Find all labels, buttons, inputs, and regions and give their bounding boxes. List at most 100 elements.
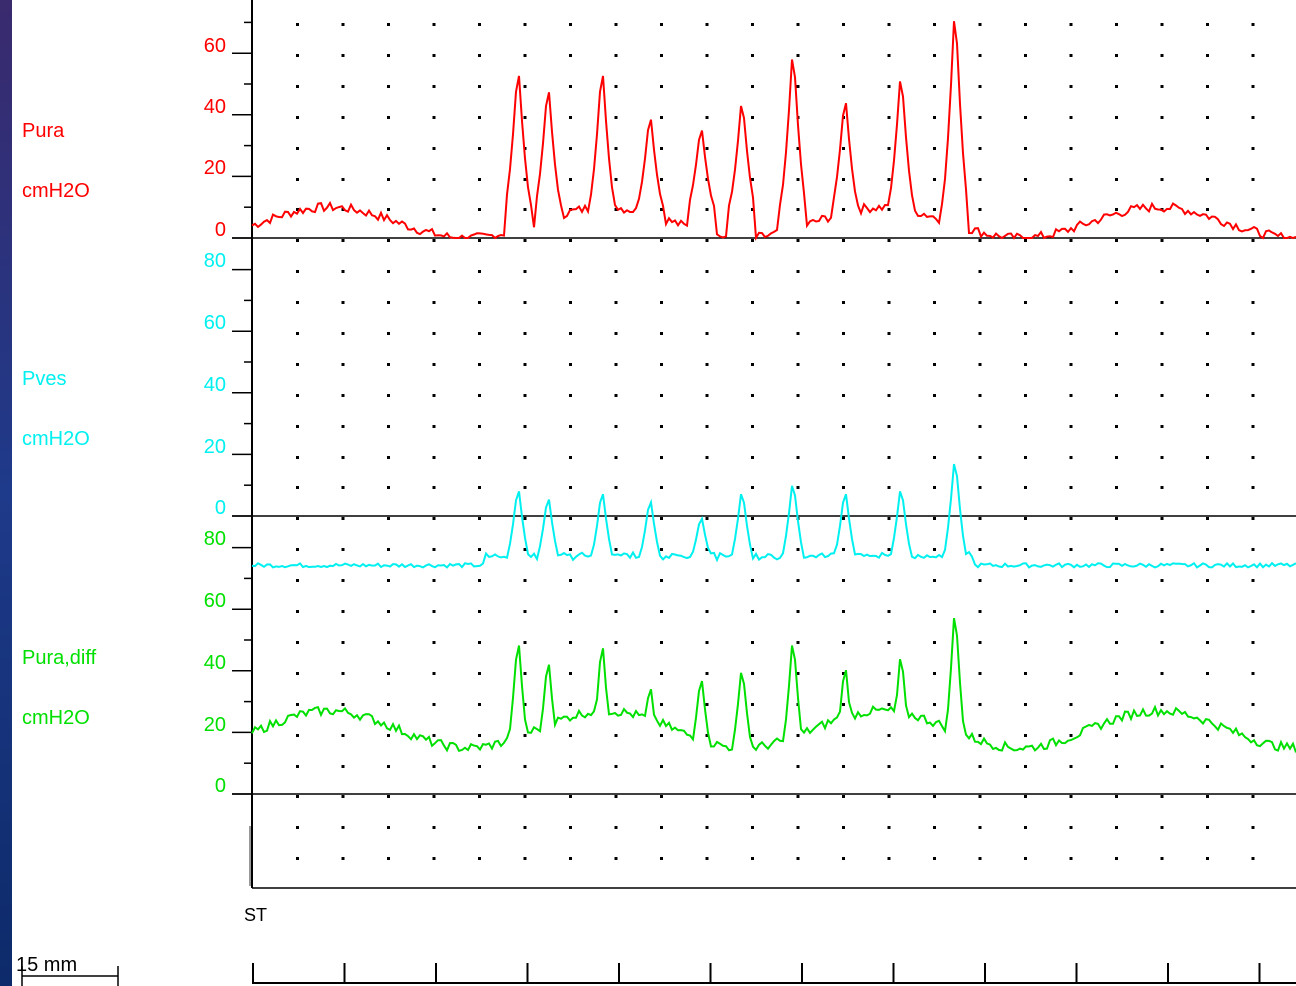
pura-channel-label: Pura cmH2O	[22, 86, 90, 236]
grid-dot	[478, 23, 481, 26]
grid-dot	[751, 239, 754, 242]
scale-bar-label: 15 mm	[16, 954, 78, 976]
grid-dot	[705, 147, 709, 150]
grid-dot	[1069, 147, 1073, 150]
grid-dot	[887, 548, 891, 551]
grid-dot	[296, 456, 299, 459]
grid-dot	[296, 23, 299, 26]
grid-dot	[569, 147, 572, 150]
grid-dot	[842, 23, 845, 26]
grid-dot	[569, 23, 572, 26]
grid-dot	[478, 610, 481, 613]
grid-dot	[478, 486, 481, 489]
grid-dot	[660, 23, 663, 26]
grid-dot	[842, 456, 845, 459]
grid-dot	[842, 857, 845, 860]
grid-dot	[296, 178, 299, 181]
grid-dot	[1206, 486, 1209, 489]
grid-dot	[1160, 734, 1164, 737]
pves-trace-line	[251, 463, 1296, 569]
grid-dot	[660, 116, 663, 119]
grid-dot	[1024, 54, 1027, 57]
y-tick-label-pdiff: 20	[204, 714, 226, 736]
grid-dot	[1024, 734, 1027, 737]
grid-dot	[523, 239, 527, 242]
grid-dot	[296, 641, 299, 644]
grid-dot	[796, 394, 800, 397]
grid-dot	[1206, 54, 1209, 57]
grid-dot	[1024, 610, 1027, 613]
pves-channel-label: Pves cmH2O	[22, 334, 90, 484]
grid-dot	[796, 208, 800, 211]
grid-dot	[933, 178, 936, 181]
grid-dot	[523, 857, 527, 860]
grid-dot	[1024, 456, 1027, 459]
grid-dot	[523, 178, 527, 181]
grid-dot	[705, 517, 709, 520]
grid-dot	[1069, 610, 1073, 613]
grid-dot	[523, 116, 527, 119]
grid-dot	[387, 23, 390, 26]
grid-dot	[1251, 765, 1255, 768]
grid-dot	[523, 270, 527, 273]
grid-dot	[796, 332, 800, 335]
grid-dot	[296, 486, 299, 489]
grid-dot	[796, 23, 800, 26]
grid-dot	[933, 147, 936, 150]
grid-dot	[978, 579, 982, 582]
grid-dot	[569, 332, 572, 335]
grid-dot	[978, 765, 982, 768]
grid-dot	[978, 795, 982, 798]
grid-dot	[296, 734, 299, 737]
grid-dot	[387, 178, 390, 181]
grid-dot	[978, 23, 982, 26]
grid-dot	[432, 579, 436, 582]
grid-dot	[296, 703, 299, 706]
grid-dot	[978, 486, 982, 489]
grid-dot	[523, 579, 527, 582]
grid-dot	[1024, 795, 1027, 798]
grid-dot	[978, 456, 982, 459]
grid-dot	[523, 208, 527, 211]
grid-dot	[387, 703, 390, 706]
grid-dot	[796, 301, 800, 304]
grid-dot	[887, 672, 891, 675]
grid-dot	[751, 147, 754, 150]
grid-dot	[933, 579, 936, 582]
grid-dot	[751, 826, 754, 829]
grid-dot	[1024, 703, 1027, 706]
grid-dot	[887, 734, 891, 737]
grid-dot	[887, 270, 891, 273]
grid-dot	[1069, 332, 1073, 335]
grid-dot	[387, 765, 390, 768]
grid-dot	[1251, 795, 1255, 798]
grid-dot	[1160, 270, 1164, 273]
grid-dot	[341, 486, 345, 489]
grid-dot	[387, 517, 390, 520]
grid-dot	[751, 301, 754, 304]
grid-dot	[478, 394, 481, 397]
grid-dot	[523, 486, 527, 489]
grid-dot	[1160, 548, 1164, 551]
grid-dot	[842, 178, 845, 181]
grid-dot	[978, 270, 982, 273]
grid-dot	[887, 332, 891, 335]
grid-dot	[796, 425, 800, 428]
grid-dot	[978, 332, 982, 335]
grid-dot	[933, 456, 936, 459]
grid-dot	[796, 672, 800, 675]
grid-dot	[842, 270, 845, 273]
y-tick-label-pdiff: 40	[204, 652, 226, 674]
grid-dot	[933, 239, 936, 242]
grid-dot	[432, 703, 436, 706]
grid-dot	[842, 517, 845, 520]
grid-dot	[1160, 672, 1164, 675]
grid-dot	[569, 85, 572, 88]
grid-dot	[705, 456, 709, 459]
grid-dot	[341, 54, 345, 57]
pura-trace-line	[251, 21, 1296, 242]
grid-dot	[341, 456, 345, 459]
grid-dot	[1069, 363, 1073, 366]
grid-dot	[478, 857, 481, 860]
grid-dot	[523, 363, 527, 366]
